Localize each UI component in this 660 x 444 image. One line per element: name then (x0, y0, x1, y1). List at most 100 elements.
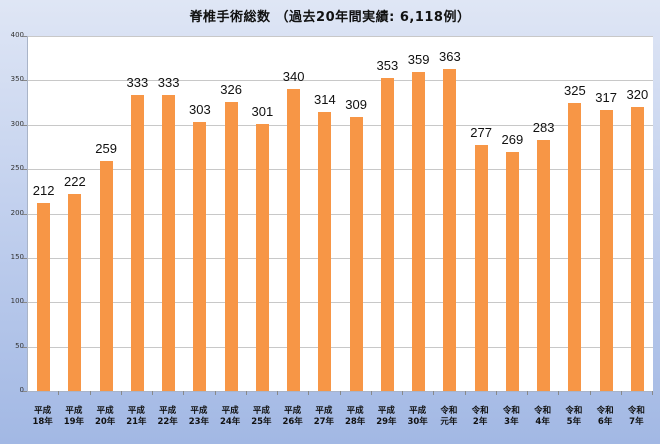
x-label-year: 26年 (282, 417, 303, 427)
x-tick-label: 平成 21年 (121, 406, 152, 428)
y-tick-label: 100 (10, 297, 24, 306)
x-label-year: 30年 (407, 417, 428, 427)
gridline (28, 124, 653, 126)
y-tick-mark (23, 80, 27, 82)
x-label-era: 平成 (346, 406, 364, 416)
bar (505, 152, 519, 391)
x-label-era: 令和 (565, 406, 583, 416)
gridline (28, 169, 653, 171)
x-label-year: 27年 (313, 417, 335, 427)
bar (537, 139, 551, 391)
y-tick-label: 300 (10, 119, 24, 128)
y-tick-mark (23, 346, 27, 348)
x-label-year: 5年 (566, 417, 582, 427)
y-tick-label: 250 (10, 164, 24, 173)
x-label-year: 18年 (32, 417, 53, 427)
x-label-era: 平成 (252, 406, 270, 416)
data-label: 326 (220, 81, 242, 97)
bar (162, 95, 176, 391)
x-label-year: 7年 (629, 417, 644, 427)
x-tick-label: 平成 30年 (402, 406, 433, 428)
y-tick-mark (23, 124, 27, 126)
x-tick-label: 平成 26年 (277, 406, 308, 428)
bar (68, 193, 82, 391)
bar (255, 123, 269, 391)
bar (318, 112, 332, 391)
x-label-era: 平成 (159, 406, 177, 416)
x-label-era: 平成 (34, 406, 52, 416)
bar (287, 89, 301, 391)
bar (130, 95, 144, 391)
bar (99, 161, 113, 391)
gridline (28, 257, 653, 259)
data-label: 325 (564, 82, 586, 98)
y-tick-mark (23, 213, 27, 215)
bar (630, 107, 644, 391)
x-tick-mark (58, 391, 60, 395)
y-tick-label: 150 (10, 252, 24, 261)
x-label-year: 28年 (344, 417, 366, 427)
x-tick-label: 平成 23年 (183, 406, 214, 428)
x-tick-label: 平成 24年 (215, 406, 246, 428)
data-label: 333 (126, 75, 149, 91)
y-tick-mark (23, 169, 27, 171)
x-tick-label: 平成 18年 (27, 406, 58, 428)
gridline (28, 80, 653, 82)
x-tick-label: 平成 28年 (340, 406, 371, 428)
y-tick-label: 50 (15, 341, 24, 350)
gridline (28, 36, 653, 37)
data-label: 314 (314, 92, 336, 108)
x-tick-label: 令和 2年 (465, 406, 496, 428)
data-label: 301 (251, 103, 274, 119)
x-tick-label: 平成 27年 (308, 406, 339, 428)
x-label-year: 21年 (126, 417, 147, 427)
x-label-year: 3年 (504, 417, 519, 427)
data-label: 222 (64, 173, 86, 189)
bar (568, 102, 582, 391)
y-tick-mark (23, 391, 27, 392)
x-tick-mark (620, 391, 622, 395)
bar (443, 68, 457, 391)
bar (37, 202, 51, 391)
gridline (28, 213, 653, 215)
data-label: 333 (157, 75, 180, 91)
y-tick-label: 400 (10, 31, 24, 39)
gridline (28, 302, 653, 304)
chart-title: 脊椎手術総数 （過去20年間実績: 6,118例） (189, 10, 471, 25)
x-tick-mark (152, 391, 153, 395)
x-tick-mark (277, 391, 278, 395)
x-tick-mark (89, 391, 91, 395)
x-tick-label: 平成 19年 (58, 406, 89, 428)
bar (193, 122, 207, 391)
data-label: 212 (32, 182, 55, 198)
x-tick-mark (495, 391, 497, 395)
x-label-era: 平成 (409, 406, 427, 416)
bar (349, 116, 363, 391)
x-tick-label: 令和 元年 (433, 406, 464, 428)
x-tick-label: 令和 5年 (558, 406, 589, 428)
bar (412, 72, 426, 391)
x-tick-mark (308, 391, 310, 395)
y-tick-label: 200 (10, 208, 24, 217)
x-label-era: 平成 (221, 406, 239, 416)
x-tick-label: 平成 20年 (90, 406, 121, 428)
x-label-year: 4年 (535, 417, 550, 427)
data-label: 363 (439, 48, 461, 64)
y-tick-label: 350 (10, 75, 24, 84)
x-label-year: 23年 (188, 417, 210, 427)
x-tick-mark (652, 391, 653, 395)
x-label-year: 元年 (440, 417, 458, 427)
data-label: 359 (407, 52, 430, 68)
x-label-year: 6年 (597, 417, 613, 427)
x-label-era: 平成 (284, 406, 302, 416)
x-tick-mark (558, 391, 560, 395)
x-label-era: 平成 (96, 406, 114, 416)
x-tick-mark (339, 391, 341, 395)
x-tick-label: 平成 29年 (371, 406, 402, 428)
x-tick-label: 令和 7年 (621, 406, 652, 428)
x-label-year: 29年 (376, 417, 397, 427)
x-tick-mark (214, 391, 216, 395)
x-label-year: 25年 (251, 417, 272, 427)
x-label-year: 19年 (63, 417, 85, 427)
x-tick-label: 令和 6年 (590, 406, 621, 428)
